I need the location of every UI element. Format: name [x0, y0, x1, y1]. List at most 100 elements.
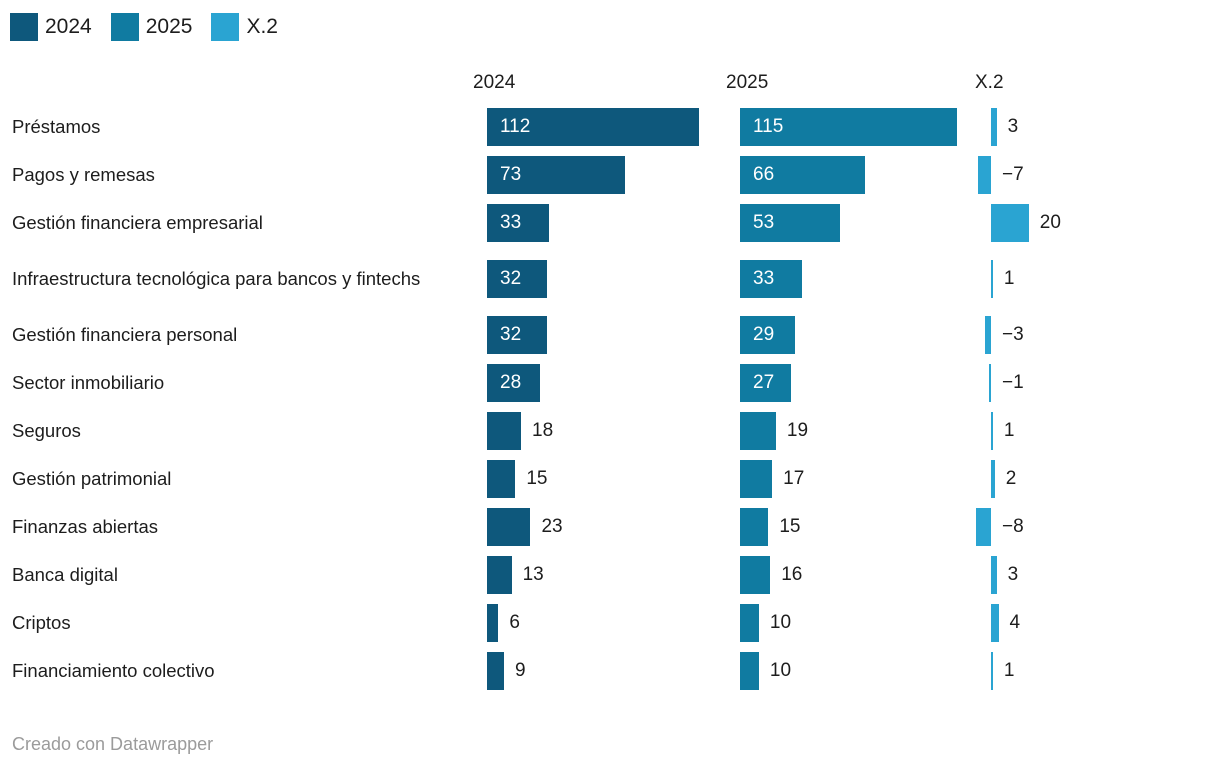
bar-x2 [991, 260, 993, 298]
bar-cell-2024: 13 [475, 556, 728, 594]
bar-value-label: 1 [1003, 420, 1015, 441]
bar-cell-2024: 32 [475, 316, 728, 354]
bar-value-label: 10 [769, 660, 792, 681]
legend-item-2025: 2025 [110, 13, 193, 41]
category-label: Seguros [12, 419, 81, 441]
bar-x2 [991, 556, 997, 594]
bar-cell-x2: 2 [979, 460, 1220, 498]
bar-2025 [740, 604, 759, 642]
chart-row: Pagos y remesas 73 66 −7 [0, 151, 1220, 199]
bar-cell-2024: 6 [475, 604, 728, 642]
bar-2025 [740, 652, 759, 690]
bar-value-label: 6 [509, 612, 520, 633]
category-label: Préstamos [12, 115, 101, 137]
bar-cell-2025: 27 [728, 364, 979, 402]
chart-row: Préstamos 112 115 3 [0, 103, 1220, 151]
bar-cell-x2: 4 [979, 604, 1220, 642]
bar-2025 [740, 108, 958, 146]
bar-cell-x2: 1 [979, 412, 1220, 450]
bar-2024 [487, 108, 699, 146]
bar-cell-2024: 9 [475, 652, 728, 690]
category-label: Infraestructura tecnológica para bancos … [12, 267, 421, 289]
bar-x2 [975, 508, 991, 546]
bar-value-label: 28 [500, 372, 522, 393]
bar-value-label: 16 [781, 564, 803, 585]
bar-value-label: 27 [753, 372, 775, 393]
legend: 2024 2025 X.2 [10, 13, 297, 41]
bar-value-label: 73 [500, 164, 522, 185]
category-label: Criptos [12, 611, 71, 633]
bar-value-label: 4 [1009, 612, 1021, 633]
bar-cell-2024: 28 [475, 364, 728, 402]
bar-2025 [740, 316, 795, 354]
bar-cell-x2: 3 [979, 556, 1220, 594]
legend-item-2024: 2024 [10, 13, 92, 41]
bar-cell-2025: 115 [728, 108, 979, 146]
legend-label-x2: X.2 [246, 15, 278, 38]
bar-x2 [989, 364, 991, 402]
legend-label-2024: 2024 [45, 15, 92, 38]
chart-row: Gestión patrimonial 15 17 2 [0, 455, 1220, 503]
bar-value-label: 32 [500, 268, 522, 289]
chart-row: Finanzas abiertas 23 15 −8 [0, 503, 1220, 551]
bar-2024 [487, 508, 531, 546]
bar-x2 [991, 204, 1029, 242]
chart-row: Criptos 6 10 4 [0, 599, 1220, 647]
bar-2025 [740, 260, 803, 298]
bar-value-label: 32 [500, 324, 522, 345]
bar-cell-2024: 73 [475, 156, 728, 194]
legend-item-x2: X.2 [211, 13, 278, 41]
bar-cell-2025: 19 [728, 412, 979, 450]
bar-value-label: 33 [753, 268, 775, 289]
bar-cell-2025: 17 [728, 460, 979, 498]
category-label: Sector inmobiliario [12, 371, 165, 393]
category-label: Finanzas abiertas [12, 515, 159, 537]
bar-value-label: 9 [515, 660, 526, 681]
category-label: Gestión financiera empresarial [12, 211, 263, 233]
bar-cell-x2: −3 [979, 316, 1220, 354]
bar-2024 [487, 316, 548, 354]
chart-row: Seguros 18 19 1 [0, 407, 1220, 455]
bar-value-label: 20 [1039, 212, 1061, 233]
column-header-2024: 2024 [473, 72, 516, 93]
bar-value-label: 112 [500, 116, 531, 137]
bar-cell-2025: 10 [728, 604, 979, 642]
column-headers: 2024 2025 X.2 [0, 71, 1220, 94]
category-label: Gestión financiera personal [12, 323, 238, 345]
chart-rows: Préstamos 112 115 3 Pagos y remesas 73 66 −7 Ges… [0, 103, 1220, 695]
bar-x2 [977, 156, 991, 194]
bar-x2 [991, 412, 993, 450]
bar-value-label: −3 [1002, 324, 1024, 345]
bar-cell-2024: 23 [475, 508, 728, 546]
bar-cell-2024: 18 [475, 412, 728, 450]
bar-2024 [487, 260, 548, 298]
bar-x2 [991, 460, 995, 498]
bar-value-label: −8 [1002, 516, 1024, 537]
bar-value-label: −7 [1002, 164, 1024, 185]
datawrapper-attribution-link[interactable]: Creado con Datawrapper [12, 734, 214, 754]
bar-cell-2025: 16 [728, 556, 979, 594]
bar-cell-2025: 66 [728, 156, 979, 194]
bar-2025 [740, 556, 771, 594]
bar-2025 [740, 204, 841, 242]
legend-swatch-2024 [10, 13, 38, 41]
bar-x2 [991, 108, 997, 146]
column-header-x2: X.2 [975, 72, 1004, 93]
bar-value-label: 10 [769, 612, 792, 633]
category-label: Pagos y remesas [12, 163, 155, 185]
bar-cell-2024: 112 [475, 108, 728, 146]
bar-value-label: 2 [1005, 468, 1017, 489]
bar-2024 [487, 204, 550, 242]
bar-value-label: −1 [1002, 372, 1024, 393]
legend-swatch-2025 [110, 13, 139, 41]
bar-cell-2024: 15 [475, 460, 728, 498]
bar-value-label: 115 [753, 116, 784, 137]
chart-row: Sector inmobiliario 28 27 −1 [0, 359, 1220, 407]
bar-cell-x2: −1 [979, 364, 1220, 402]
bar-value-label: 1 [1003, 268, 1015, 289]
bar-cell-2024: 33 [475, 204, 728, 242]
chart-row: Infraestructura tecnológica para bancos … [0, 247, 1220, 311]
bar-cell-2025: 33 [728, 260, 979, 298]
legend-label-2025: 2025 [145, 15, 193, 38]
